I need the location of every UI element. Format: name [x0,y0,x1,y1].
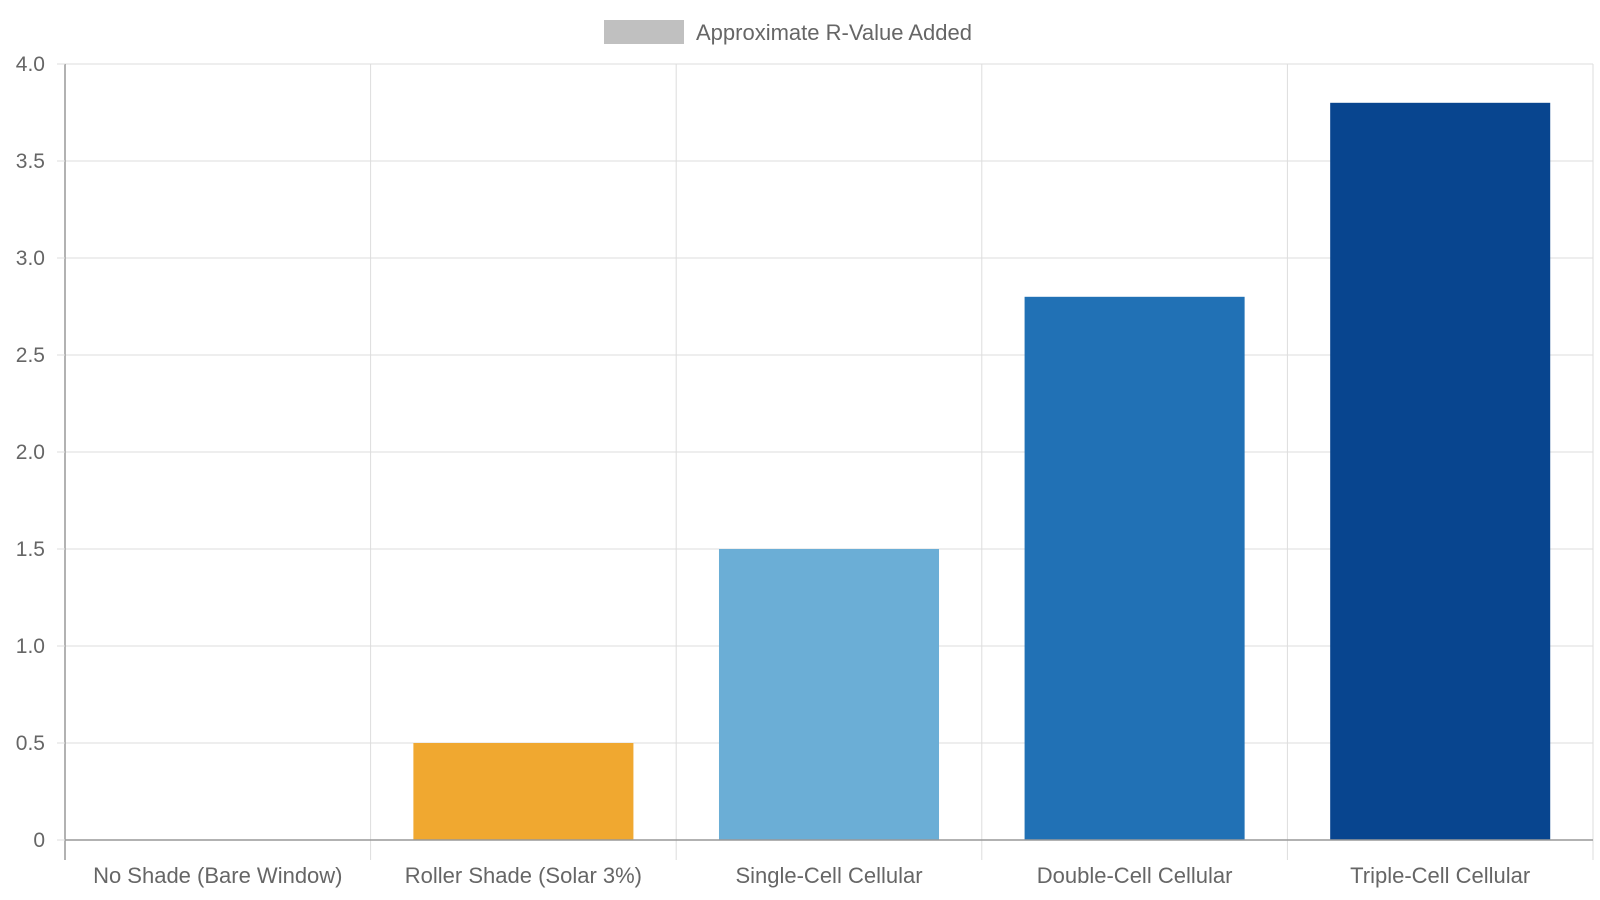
bar-double-cell-cellular[interactable] [1024,296,1245,840]
bar-triple-cell-cellular[interactable] [1330,102,1551,841]
y-tick-label: 4.0 [16,53,45,76]
legend-label: Approximate R-Value Added [696,20,972,45]
y-tick-label: 2.0 [16,441,45,464]
grid [64,63,1594,860]
y-tick-label: 0 [33,829,45,852]
x-tick-label: No Shade (Bare Window) [93,863,342,888]
x-axis-ticks: No Shade (Bare Window) Roller Shade (Sola… [93,863,1530,888]
y-tick-label: 2.5 [16,344,45,367]
y-axis-ticks: 0 0.5 1.0 1.5 2.0 2.5 3.0 3.5 4.0 [16,53,65,852]
legend-swatch [604,20,684,44]
y-tick-label: 1.5 [16,538,45,561]
y-tick-label: 1.0 [16,635,45,658]
y-tick-label: 3.0 [16,247,45,270]
x-tick-label: Single-Cell Cellular [735,863,922,888]
y-tick-label: 0.5 [16,732,45,755]
bars [413,102,1551,841]
x-tick-label: Triple-Cell Cellular [1350,863,1530,888]
bar-roller-shade-solar-3[interactable] [413,743,634,840]
legend[interactable]: Approximate R-Value Added [604,20,972,45]
x-tick-label: Double-Cell Cellular [1037,863,1233,888]
y-tick-label: 3.5 [16,150,45,173]
bar-single-cell-cellular[interactable] [718,549,940,840]
x-tick-label: Roller Shade (Solar 3%) [405,863,642,888]
